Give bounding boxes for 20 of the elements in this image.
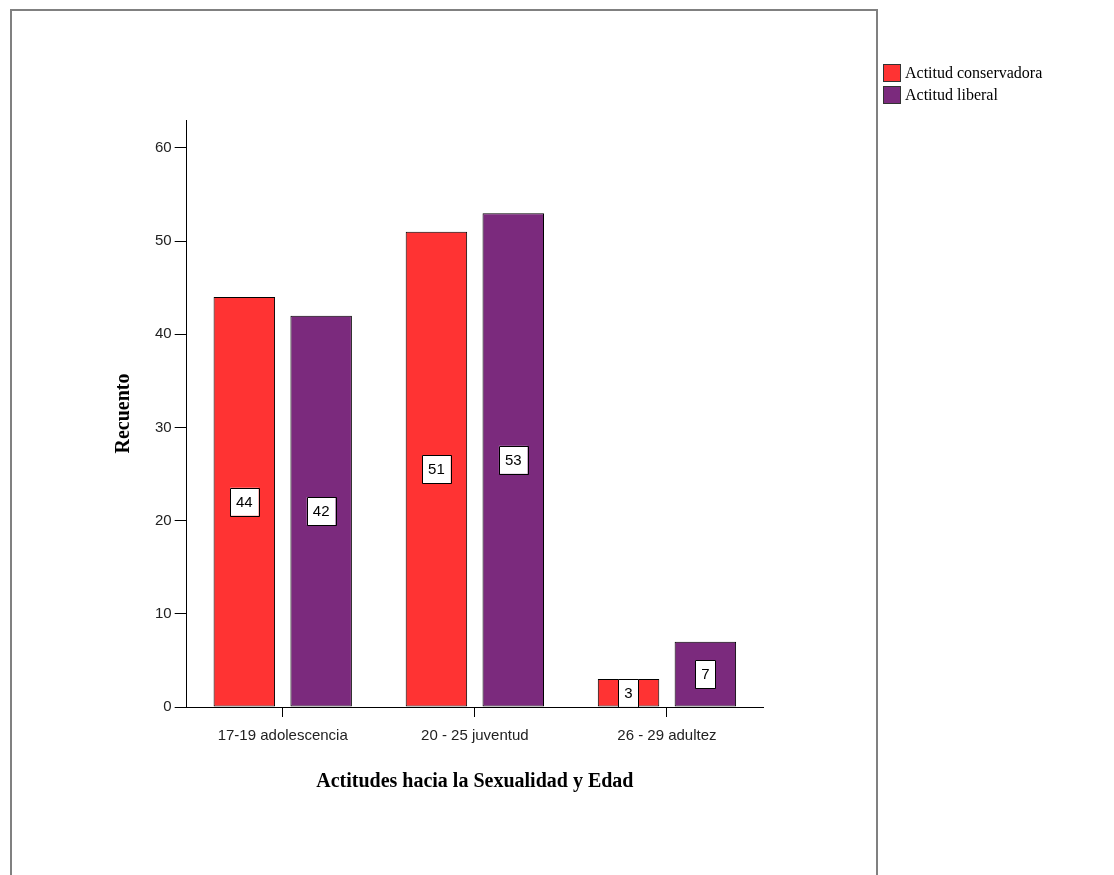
x-tick-label: 20 - 25 juventud (421, 726, 529, 744)
data-label: 53 (504, 450, 522, 468)
y-tick-label: 30 (155, 417, 172, 435)
legend-label: Actitud liberal (905, 86, 998, 104)
legend-label: Actitud conservadora (905, 64, 1043, 82)
x-tick-label: 26 - 29 adultez (617, 726, 717, 744)
data-label: 3 (624, 683, 633, 701)
data-label: 42 (312, 502, 330, 520)
data-label: 51 (428, 460, 445, 478)
y-tick-label: 10 (155, 603, 172, 621)
y-tick-label: 50 (155, 231, 172, 249)
y-tick-label: 40 (155, 324, 172, 342)
x-tick-label: 17-19 adolescencia (217, 726, 349, 744)
y-tick-label: 0 (163, 697, 172, 715)
y-axis-title: Recuento (111, 373, 134, 454)
y-tick-label: 20 (155, 510, 172, 528)
data-label: 7 (701, 665, 710, 683)
y-tick-label: 60 (155, 138, 172, 156)
data-label: 44 (235, 492, 253, 510)
x-axis-title: Actitudes hacia la Sexualidad y Edad (316, 769, 634, 793)
